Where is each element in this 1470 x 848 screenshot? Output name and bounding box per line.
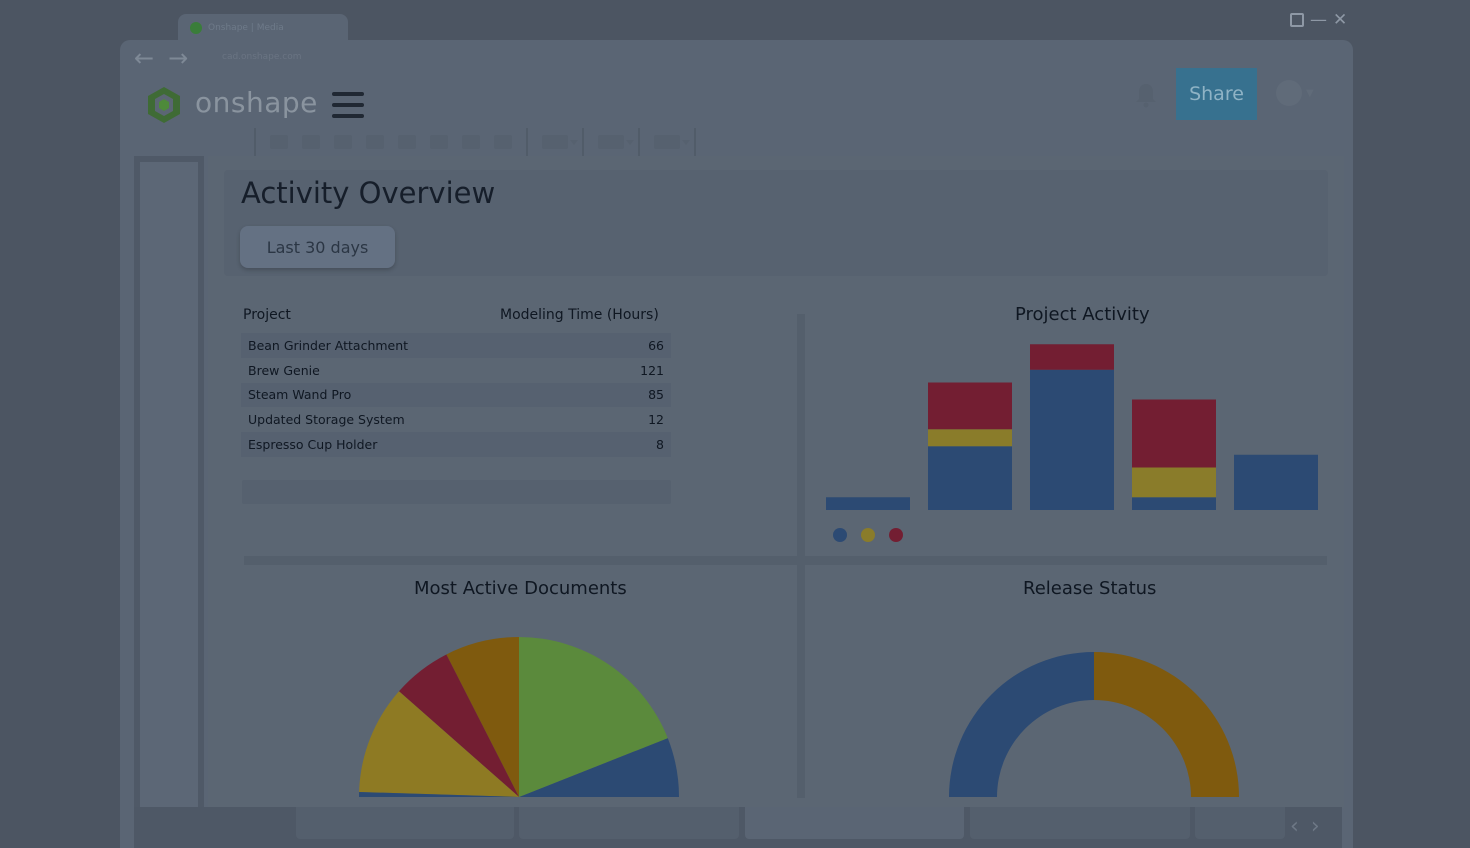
chevron-down-icon[interactable]: ▼ xyxy=(1306,88,1314,99)
tab-scroll: ‹ › xyxy=(1290,814,1320,839)
toolbar-button-8[interactable] xyxy=(494,135,512,149)
toolbar-button-1[interactable] xyxy=(270,135,288,149)
bar-2-series-2[interactable] xyxy=(928,429,1012,447)
bottom-tab-4[interactable] xyxy=(970,807,1190,839)
chevron-right-icon[interactable]: › xyxy=(1310,814,1320,839)
toolbar-button-2[interactable] xyxy=(302,135,320,149)
project-hours: 8 xyxy=(594,432,671,457)
toolbar-divider xyxy=(582,128,584,156)
toolbar-divider xyxy=(526,128,528,156)
legend-dot-2[interactable] xyxy=(861,528,875,542)
window-controls: — ✕ xyxy=(1290,10,1347,30)
pie-slice-1[interactable] xyxy=(519,738,679,797)
bar-2-series-1[interactable] xyxy=(928,446,1012,510)
sidebar-panel[interactable] xyxy=(140,162,198,808)
chevron-left-icon[interactable]: ‹ xyxy=(1290,814,1299,839)
bottom-tab-3[interactable] xyxy=(745,807,964,839)
project-hours: 12 xyxy=(648,412,664,428)
toolbar-button-6[interactable] xyxy=(430,135,448,149)
pie-slice-2[interactable] xyxy=(519,637,668,797)
legend-dot-3[interactable] xyxy=(889,528,903,542)
table-row[interactable]: Espresso Cup Holder 8 xyxy=(241,432,671,457)
toolbar-dropdown-2[interactable] xyxy=(598,135,634,149)
bottom-tab-5[interactable] xyxy=(1195,807,1285,839)
table-row[interactable]: Steam Wand Pro 85 xyxy=(241,382,671,408)
table-row[interactable]: Brew Genie 121 xyxy=(241,358,671,383)
bar-3-series-1[interactable] xyxy=(1030,369,1114,510)
back-arrow-icon[interactable]: ← xyxy=(134,44,155,72)
onshape-favicon-icon xyxy=(190,22,202,34)
pie-slice-3[interactable] xyxy=(446,637,519,797)
donut-segment-2[interactable] xyxy=(1094,652,1239,797)
onshape-logo-icon xyxy=(148,87,180,123)
restore-icon[interactable] xyxy=(1290,13,1304,27)
user-avatar[interactable] xyxy=(1276,80,1302,106)
pie-slice-5[interactable] xyxy=(359,691,519,797)
minimize-icon[interactable]: — xyxy=(1310,10,1327,30)
toolbar-divider xyxy=(254,128,256,156)
most-active-documents-title: Most Active Documents xyxy=(414,578,627,599)
share-button[interactable]: Share xyxy=(1176,68,1257,120)
overview-header xyxy=(224,170,1328,276)
bar-3-series-3[interactable] xyxy=(1030,344,1114,370)
horizontal-divider xyxy=(244,556,1327,565)
donut-segment-1[interactable] xyxy=(949,652,1094,797)
browser-tab[interactable]: Onshape | Media xyxy=(178,14,348,42)
table-placeholder-row xyxy=(242,480,671,504)
bottom-tab-2[interactable] xyxy=(519,807,739,839)
project-hours: 66 xyxy=(594,333,671,358)
toolbar-dropdown-1[interactable] xyxy=(542,135,578,149)
table-row[interactable]: Updated Storage System 12 xyxy=(241,407,671,432)
column-header-project: Project xyxy=(243,307,291,323)
project-hours: 121 xyxy=(640,362,664,378)
date-range-button[interactable]: Last 30 days xyxy=(240,226,395,268)
toolbar-button-3[interactable] xyxy=(334,135,352,149)
toolbar xyxy=(254,128,696,156)
toolbar-divider xyxy=(694,128,696,156)
logo-text: onshape xyxy=(195,86,318,119)
pie-slice-6[interactable] xyxy=(359,791,519,797)
bar-4-series-3[interactable] xyxy=(1132,399,1216,468)
project-activity-chart xyxy=(826,344,1318,510)
bar-2-series-3[interactable] xyxy=(928,382,1012,430)
toolbar-button-4[interactable] xyxy=(366,135,384,149)
bar-4-series-1[interactable] xyxy=(1132,497,1216,510)
project-name: Brew Genie xyxy=(248,362,320,378)
menu-icon[interactable] xyxy=(332,92,364,118)
pie-slice-4[interactable] xyxy=(398,654,519,797)
bottom-tab-1[interactable] xyxy=(296,807,514,839)
bar-4-series-2[interactable] xyxy=(1132,467,1216,498)
tab-title: Onshape | Media xyxy=(208,23,284,33)
toolbar-button-5[interactable] xyxy=(398,135,416,149)
table-row[interactable]: Bean Grinder Attachment 66 xyxy=(241,333,671,358)
page-title: Activity Overview xyxy=(241,176,496,210)
project-name: Bean Grinder Attachment xyxy=(241,333,595,358)
notification-bell-icon[interactable] xyxy=(1134,82,1158,108)
column-header-hours: Modeling Time (Hours) xyxy=(500,307,659,323)
close-icon[interactable]: ✕ xyxy=(1333,10,1348,30)
bar-5-series-1[interactable] xyxy=(1234,454,1318,510)
project-name: Steam Wand Pro xyxy=(241,382,595,408)
project-name: Updated Storage System xyxy=(248,412,405,428)
project-table: Bean Grinder Attachment 66 Brew Genie 121 … xyxy=(241,333,671,457)
browser-nav: ← → xyxy=(134,44,188,72)
release-status-title: Release Status xyxy=(1023,578,1157,599)
toolbar-button-7[interactable] xyxy=(462,135,480,149)
address-bar[interactable]: cad.onshape.com xyxy=(222,52,302,62)
release-status-chart xyxy=(949,652,1239,797)
bar-1-series-1[interactable] xyxy=(826,497,910,510)
toolbar-dropdown-3[interactable] xyxy=(654,135,690,149)
project-name: Espresso Cup Holder xyxy=(241,432,595,457)
project-hours: 85 xyxy=(594,382,671,408)
toolbar-divider xyxy=(638,128,640,156)
project-activity-title: Project Activity xyxy=(1015,304,1150,325)
legend-dot-1[interactable] xyxy=(833,528,847,542)
forward-arrow-icon[interactable]: → xyxy=(168,44,189,72)
most-active-documents-chart xyxy=(359,637,679,797)
